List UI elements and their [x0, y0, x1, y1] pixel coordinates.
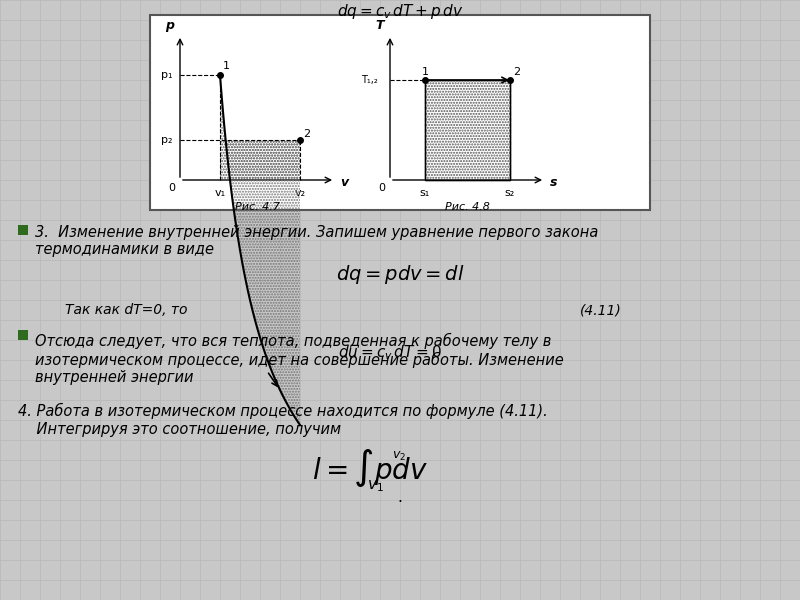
Text: s₁: s₁	[420, 188, 430, 198]
Bar	[425, 80, 510, 180]
Text: .: .	[398, 490, 402, 505]
Bar	[425, 80, 510, 180]
Text: T₁,₂: T₁,₂	[362, 75, 378, 85]
Text: $du = c_v\,dT = 0$: $du = c_v\,dT = 0$	[338, 343, 442, 362]
Text: 3.  Изменение внутренней энергии. Запишем уравнение первого закона
термодинамики: 3. Изменение внутренней энергии. Запишем…	[35, 225, 598, 257]
Bar	[220, 140, 300, 180]
Bar	[18, 225, 28, 235]
Text: $v_1$: $v_1$	[366, 478, 383, 494]
Text: $dq = c_v\,dT + p\,dv$: $dq = c_v\,dT + p\,dv$	[337, 2, 463, 21]
Text: 4. Работа в изотермическом процессе находится по формуле (4.11).
    Интегрируя : 4. Работа в изотермическом процессе нахо…	[18, 403, 548, 437]
Bar	[18, 330, 28, 340]
Text: 1: 1	[422, 67, 429, 77]
FancyBboxPatch shape	[150, 15, 650, 210]
Text: Так как dT=0, то: Так как dT=0, то	[65, 303, 187, 317]
Text: s₂: s₂	[505, 188, 515, 198]
Text: (4.11): (4.11)	[580, 303, 622, 317]
Text: v₂: v₂	[294, 188, 306, 198]
Text: p₂: p₂	[161, 135, 172, 145]
Text: 0: 0	[169, 183, 175, 193]
Text: Рис. 4.8: Рис. 4.8	[445, 202, 490, 212]
Text: Отсюда следует, что вся теплота, подведенная к рабочему телу в
изотермическом пр: Отсюда следует, что вся теплота, подведе…	[35, 333, 564, 385]
Text: p: p	[166, 19, 174, 32]
Text: 1: 1	[223, 61, 230, 71]
Text: $dq = pdv = dl$: $dq = pdv = dl$	[336, 263, 464, 286]
Text: T: T	[376, 19, 384, 32]
Text: $v_2$: $v_2$	[392, 450, 406, 463]
Text: Рис. 4.7: Рис. 4.7	[235, 202, 280, 212]
Text: p₁: p₁	[161, 70, 172, 80]
Text: v₁: v₁	[214, 188, 226, 198]
Text: s: s	[550, 176, 558, 190]
Text: 0: 0	[378, 183, 386, 193]
Text: $l = \int pdv$: $l = \int pdv$	[312, 447, 428, 489]
Text: 2: 2	[513, 67, 520, 77]
Text: v: v	[340, 176, 348, 190]
Text: 2: 2	[303, 129, 310, 139]
